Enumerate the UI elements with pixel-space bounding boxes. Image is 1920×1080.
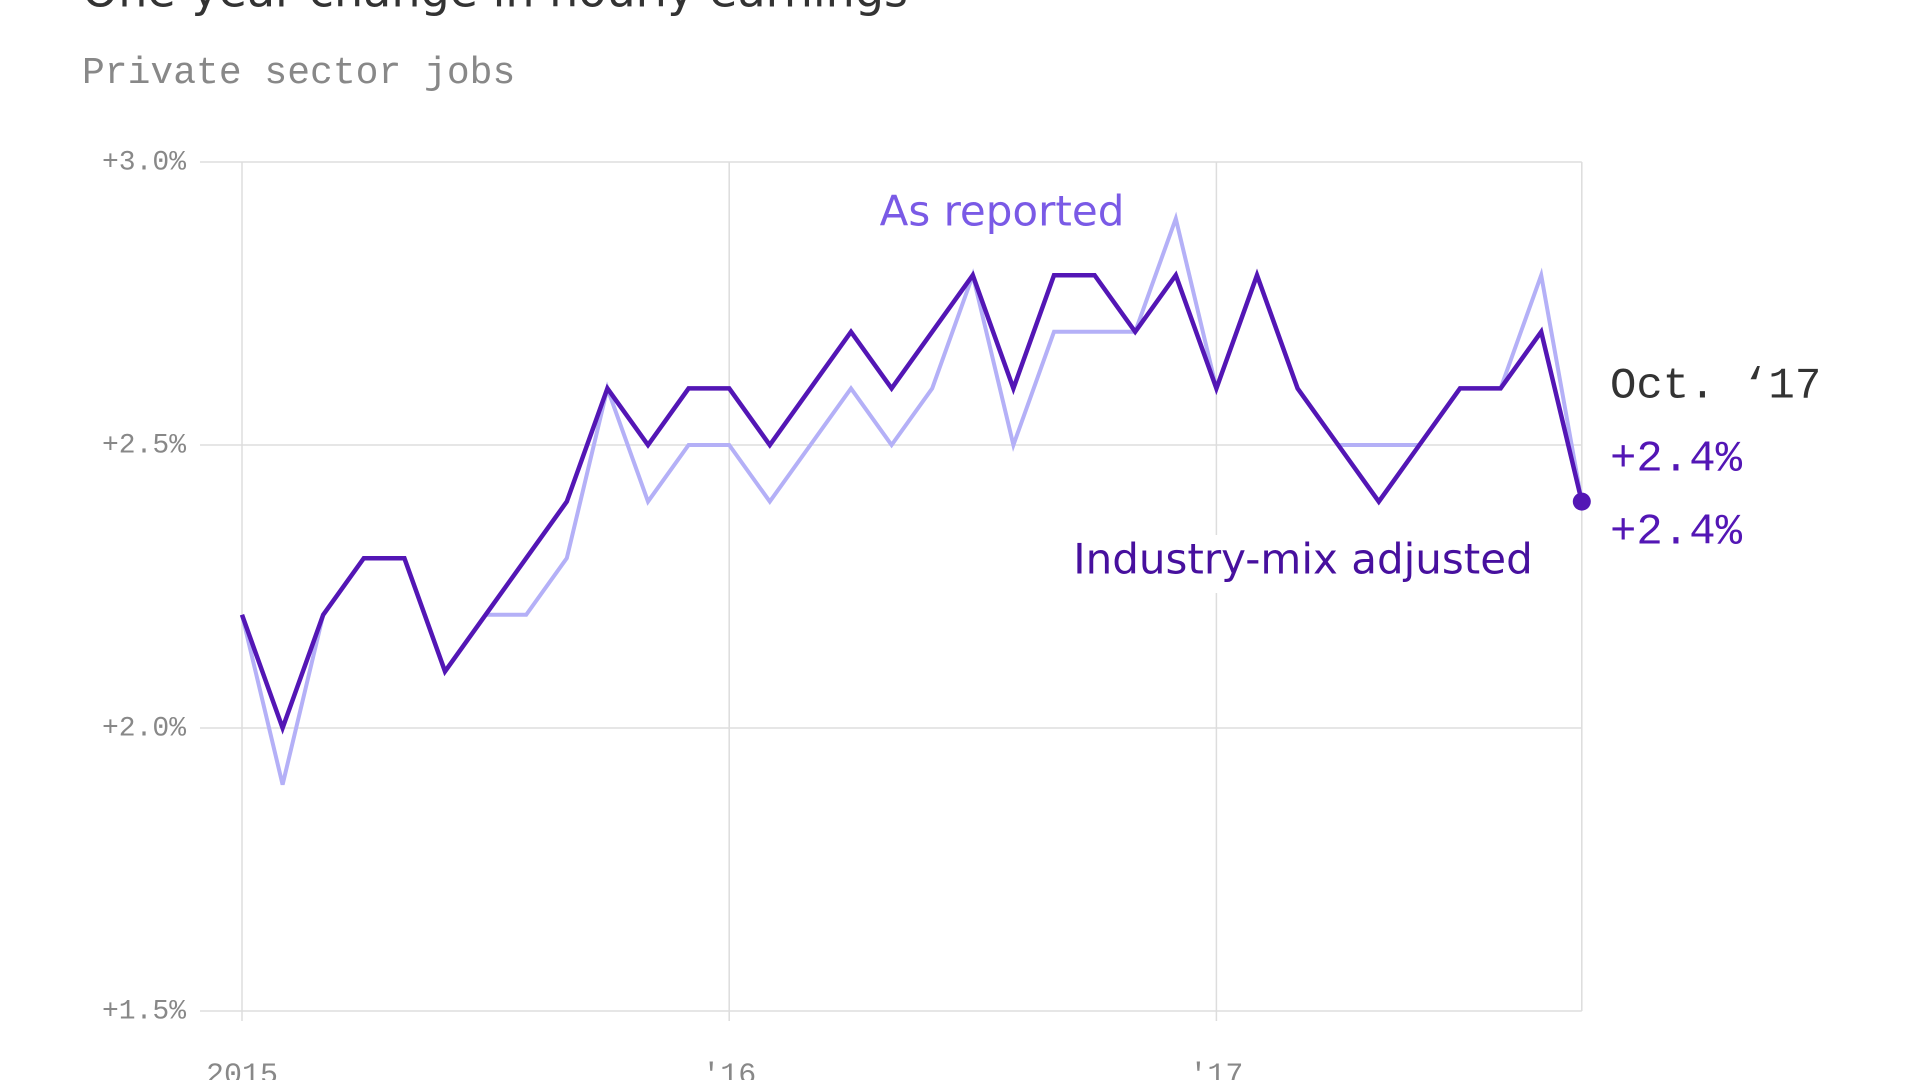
y-tick-label: +1.5% bbox=[102, 996, 186, 1027]
x-tick-label: 2015 bbox=[206, 1059, 278, 1080]
x-tick-label: '17 bbox=[1189, 1059, 1243, 1080]
y-tick-label: +3.0% bbox=[102, 147, 186, 178]
end-value-label: +2.4% bbox=[1610, 435, 1743, 485]
series-line bbox=[239, 268, 1584, 735]
end-value-label: +2.4% bbox=[1610, 508, 1743, 558]
chart-title: One-year change in hourly earnings bbox=[82, 0, 908, 18]
end-dot bbox=[1572, 492, 1591, 511]
label-bg bbox=[1070, 535, 1540, 593]
chart-subtitle: Private sector jobs bbox=[82, 52, 515, 95]
series-label: Industry-mix adjusted bbox=[1073, 535, 1533, 584]
y-tick-label: +2.5% bbox=[102, 430, 186, 461]
end-annotation: Oct. ‘17 bbox=[1610, 362, 1821, 412]
y-tick-label: +2.0% bbox=[102, 713, 186, 744]
x-tick-label: '16 bbox=[702, 1059, 756, 1080]
series-label: As reported bbox=[880, 187, 1125, 236]
